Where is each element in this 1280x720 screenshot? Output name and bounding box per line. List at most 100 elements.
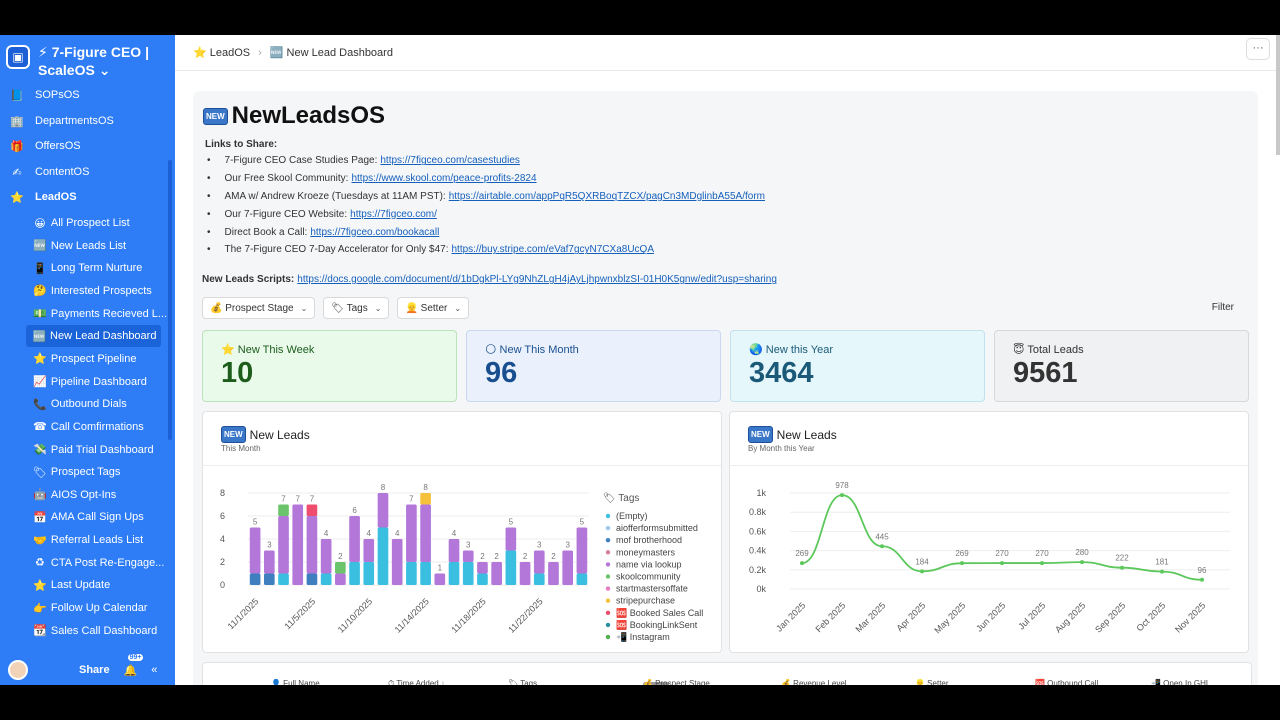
sidebar-subitem-call-comfirmations[interactable]: ☎ Call Comfirmations — [0, 416, 168, 438]
bar-segment[interactable] — [306, 516, 318, 574]
legend-item[interactable]: name via lookup — [616, 559, 682, 569]
data-point[interactable] — [1200, 577, 1204, 582]
data-point[interactable] — [1160, 569, 1164, 574]
bar-segment[interactable] — [533, 550, 545, 574]
bar-segment[interactable] — [377, 527, 389, 586]
avatar[interactable] — [8, 660, 28, 680]
bar-segment[interactable] — [377, 493, 389, 528]
horizontal-scrollbar[interactable] — [643, 682, 669, 685]
sidebar-subitem-all-prospect-list[interactable]: 😀 All Prospect List — [0, 212, 168, 234]
sidebar-subitem-sales-call-dashboard[interactable]: 📆 Sales Call Dashboard — [0, 620, 168, 642]
sidebar-item-offersos[interactable]: 🎁 OffersOS — [0, 135, 168, 157]
bar-segment[interactable] — [320, 539, 332, 574]
collapse-sidebar-icon[interactable]: « — [151, 664, 158, 676]
share-link-url[interactable]: https://buy.stripe.com/eVaf7gcyN7CXa8UcQ… — [451, 244, 655, 256]
more-options-button[interactable]: ··· — [1246, 38, 1270, 60]
breadcrumb-parent[interactable]: ⭐ LeadOS — [193, 47, 251, 59]
bar-segment[interactable] — [363, 562, 375, 585]
bar-segment[interactable] — [292, 504, 304, 586]
column-header[interactable]: 📲 Open In GHL — [1151, 679, 1211, 685]
sidebar-subitem-last-update[interactable]: ⭐ Last Update — [0, 574, 168, 596]
bar-segment[interactable] — [448, 539, 460, 562]
data-point[interactable] — [960, 561, 964, 566]
share-link-url[interactable]: https://7figceo.com/bookacall — [310, 226, 440, 238]
bar-segment[interactable] — [320, 573, 332, 586]
legend-item[interactable]: 📲 Instagram — [616, 631, 670, 642]
sidebar-subitem-prospect-pipeline[interactable]: ⭐ Prospect Pipeline — [0, 348, 168, 370]
data-point[interactable] — [840, 493, 844, 498]
bar-segment[interactable] — [278, 516, 289, 574]
legend-item[interactable]: moneymasters — [616, 547, 676, 557]
sidebar-scrollbar[interactable] — [168, 160, 172, 440]
sidebar-subitem-prospect-tags[interactable]: 🏷 Prospect Tags — [0, 461, 168, 483]
filter-dropdown[interactable]: 👱 Setter ⌄ — [397, 297, 470, 319]
bar-segment[interactable] — [249, 573, 261, 586]
sidebar-subitem-cta-post-re-engage-[interactable]: ♻ CTA Post Re-Engage... — [0, 552, 168, 574]
bar-segment[interactable] — [477, 573, 488, 586]
bar-segment[interactable] — [477, 562, 488, 574]
bar-segment[interactable] — [420, 493, 431, 505]
sidebar-subitem-referral-leads-list[interactable]: 🤝 Referral Leads List — [0, 529, 168, 551]
legend-item[interactable]: 🆘 BookingLinkSent — [616, 619, 698, 630]
bar-segment[interactable] — [548, 562, 559, 585]
legend-item[interactable]: mof brotherhood — [616, 535, 682, 545]
sidebar-item-leados[interactable]: ⭐ LeadOS — [0, 186, 168, 208]
sidebar-subitem-pipeline-dashboard[interactable]: 📈 Pipeline Dashboard — [0, 371, 168, 393]
bar-segment[interactable] — [448, 562, 460, 585]
column-header[interactable]: 👱 Setter — [915, 679, 949, 685]
share-link-url[interactable]: https://7figceo.com/casestudies — [380, 155, 520, 167]
sidebar-subitem-ama-call-sign-ups[interactable]: 📅 AMA Call Sign Ups — [0, 506, 168, 528]
bar-segment[interactable] — [406, 504, 417, 563]
main-scrollbar[interactable] — [1276, 35, 1280, 155]
share-button[interactable]: Share — [79, 664, 110, 676]
bar-segment[interactable] — [306, 573, 318, 586]
breadcrumb-current[interactable]: 🆕 New Lead Dashboard — [269, 47, 393, 59]
bar-segment[interactable] — [335, 573, 346, 586]
data-point[interactable] — [1000, 561, 1004, 566]
share-link-url[interactable]: https://7figceo.com/ — [350, 208, 437, 220]
sidebar-subitem-interested-prospects[interactable]: 🤔 Interested Prospects — [0, 280, 168, 302]
data-point[interactable] — [1080, 560, 1084, 565]
bar-segment[interactable] — [576, 527, 588, 574]
bell-icon[interactable]: 🔔 99+ — [123, 653, 144, 677]
bar-segment[interactable] — [576, 573, 588, 586]
data-point[interactable] — [1040, 561, 1044, 566]
bar-segment[interactable] — [533, 573, 545, 586]
column-header[interactable]: ⏱ Time Added ↓ — [388, 679, 445, 685]
sidebar-item-contentos[interactable]: ✍ ContentOS — [0, 161, 168, 183]
bar-segment[interactable] — [434, 573, 446, 586]
legend-item[interactable]: skoolcommunity — [616, 572, 681, 582]
bar-segment[interactable] — [505, 550, 517, 586]
sidebar-subitem-long-term-nurture[interactable]: 📱 Long Term Nurture — [0, 257, 168, 279]
sidebar-subitem-aios-opt-ins[interactable]: 🤖 AIOS Opt-Ins — [0, 484, 168, 506]
sidebar-item-sopsos[interactable]: 📘 SOPsOS — [0, 84, 168, 106]
column-header[interactable]: 💰 Revenue Level — [781, 679, 847, 685]
bar-segment[interactable] — [420, 504, 431, 563]
legend-item[interactable]: stripepurchase — [616, 596, 675, 606]
legend-item[interactable]: 🆘 Booked Sales Call — [616, 607, 703, 618]
bar-segment[interactable] — [278, 573, 289, 586]
bar-segment[interactable] — [263, 573, 275, 586]
sidebar-subitem-outbound-dials[interactable]: 📞 Outbound Dials — [0, 393, 168, 415]
column-header[interactable]: 🆘 Outbound Call — [1035, 679, 1099, 685]
bar-segment[interactable] — [349, 562, 360, 585]
bar-segment[interactable] — [391, 539, 403, 585]
bar-segment[interactable] — [278, 504, 289, 517]
bar-segment[interactable] — [406, 562, 417, 585]
bar-segment[interactable] — [263, 550, 275, 574]
data-point[interactable] — [880, 544, 884, 549]
sidebar-item-departmentsos[interactable]: 🏢 DepartmentsOS — [0, 110, 168, 132]
bar-segment[interactable] — [363, 539, 375, 562]
bar-segment[interactable] — [249, 527, 261, 574]
sidebar-subitem-new-leads-list[interactable]: 🆕 New Leads List — [0, 235, 168, 257]
sidebar-subitem-new-lead-dashboard[interactable]: 🆕 New Lead Dashboard — [26, 325, 161, 348]
data-point[interactable] — [800, 561, 804, 566]
bar-segment[interactable] — [420, 562, 431, 585]
bar-segment[interactable] — [491, 562, 502, 585]
legend-item[interactable]: aiofferformsubmitted — [616, 523, 698, 533]
data-point[interactable] — [1120, 565, 1124, 570]
sidebar-subitem-paid-trial-dashboard[interactable]: 💸 Paid Trial Dashboard — [0, 439, 168, 461]
share-link-url[interactable]: https://airtable.com/appPqR5QXRBoqTZCX/p… — [448, 190, 765, 202]
column-header[interactable]: 💰 Prospect Stage — [643, 679, 710, 685]
bar-segment[interactable] — [349, 516, 360, 562]
